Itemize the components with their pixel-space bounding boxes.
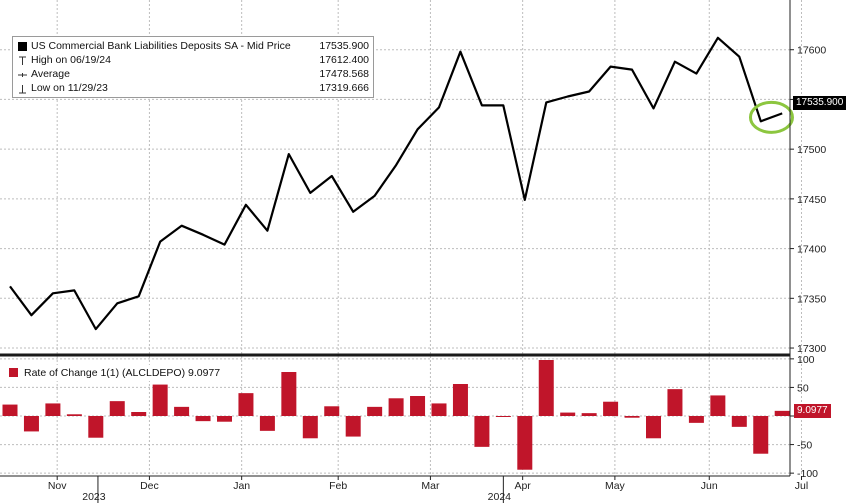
legend-series-row: US Commercial Bank Liabilities Deposits …: [13, 40, 373, 53]
roc-bar: [410, 396, 426, 416]
roc-bar: [603, 401, 619, 416]
roc-bar: [238, 393, 254, 416]
roc-bar: [388, 398, 404, 416]
x-tick-label: May: [605, 480, 626, 492]
legend-average-value: 17478.568: [319, 68, 369, 80]
roc-bar: [2, 404, 18, 416]
roc-bar: [581, 413, 597, 416]
y-tick-label: 17500: [797, 144, 826, 156]
roc-legend-label: Rate of Change 1(1) (ALCLDEPO): [24, 367, 186, 379]
roc-bar: [731, 416, 747, 427]
roc-bar: [131, 412, 147, 416]
roc-bar: [324, 406, 340, 416]
roc-bar: [217, 416, 232, 422]
roc-bar: [667, 389, 683, 416]
roc-y-tick-label: 100: [797, 354, 815, 366]
legend-series-label: US Commercial Bank Liabilities Deposits …: [31, 40, 291, 52]
roc-bar: [624, 416, 640, 418]
legend-high-row: High on 06/19/24 17612.400: [13, 54, 373, 67]
roc-bar: [538, 360, 554, 416]
roc-bar: [517, 416, 533, 470]
grid-lines: [0, 0, 803, 476]
roc-bar: [452, 384, 468, 416]
roc-y-tick-label: -100: [797, 468, 818, 480]
legend-high-value: 17612.400: [319, 54, 369, 66]
roc-bar: [495, 416, 511, 417]
roc-y-tick-label: 50: [797, 382, 809, 394]
roc-bar: [753, 416, 769, 454]
last-price-tag: 17535.900: [793, 96, 847, 110]
roc-bar: [345, 416, 361, 437]
legend-high-label: High on 06/19/24: [31, 54, 111, 66]
roc-bar: [560, 412, 576, 416]
average-marker-icon: [18, 70, 27, 79]
roc-bar: [431, 403, 447, 416]
roc-legend: Rate of Change 1(1) (ALCLDEPO) 9.0977: [6, 365, 225, 381]
roc-bar: [109, 401, 125, 416]
series-swatch-icon: [18, 42, 27, 51]
legend-low-row: Low on 11/29/23 17319.666: [13, 82, 373, 95]
legend-average-row: Average 17478.568: [13, 68, 373, 81]
roc-bar: [195, 416, 211, 422]
roc-bar: [710, 395, 726, 416]
x-tick-label: Apr: [514, 480, 531, 492]
legend-series-value: 17535.900: [319, 40, 369, 52]
x-tick-label: Feb: [329, 480, 347, 492]
roc-bar: [152, 384, 168, 416]
x-tick-label: Nov: [48, 480, 67, 492]
legend-average-label: Average: [31, 68, 70, 80]
rate-of-change-bar-chart: [2, 360, 790, 470]
roc-bar: [259, 416, 275, 431]
roc-bar: [688, 416, 704, 423]
roc-swatch-icon: [9, 368, 18, 377]
roc-bar: [774, 410, 790, 416]
x-tick-label: Jan: [233, 480, 250, 492]
legend-low-label: Low on 11/29/23: [31, 82, 108, 94]
year-label: 2024: [488, 491, 512, 503]
roc-bar: [302, 416, 318, 439]
roc-bar: [174, 406, 190, 416]
main-line-chart: [9, 36, 794, 331]
y-tick-label: 17450: [797, 194, 826, 206]
x-tick-label: Jun: [701, 480, 718, 492]
y-tick-label: 17400: [797, 244, 826, 256]
y-tick-label: 17350: [797, 293, 826, 305]
high-marker-icon: [18, 56, 27, 65]
roc-bar: [88, 416, 104, 438]
roc-bar: [367, 406, 383, 416]
roc-bar: [66, 414, 82, 416]
y-tick-label: 17300: [797, 343, 826, 355]
roc-bar: [474, 416, 490, 447]
roc-bar: [281, 372, 297, 416]
y-tick-label: 17600: [797, 45, 826, 57]
year-label: 2023: [82, 491, 106, 503]
deposits-series-line: [9, 36, 783, 331]
roc-bar: [45, 403, 61, 416]
roc-legend-value: 9.0977: [188, 367, 221, 379]
roc-y-tick-label: -50: [797, 440, 812, 452]
last-roc-tag: 9.0977: [794, 404, 831, 418]
x-tick-label: Mar: [421, 480, 440, 492]
low-marker-icon: [18, 84, 27, 94]
main-legend: US Commercial Bank Liabilities Deposits …: [12, 36, 374, 98]
roc-bar: [646, 416, 661, 439]
legend-low-value: 17319.666: [319, 82, 369, 94]
latest-value-highlight-circle: [748, 100, 794, 134]
roc-bar: [23, 416, 39, 432]
x-tick-label: Dec: [140, 480, 159, 492]
x-tick-label: Jul: [795, 480, 808, 492]
